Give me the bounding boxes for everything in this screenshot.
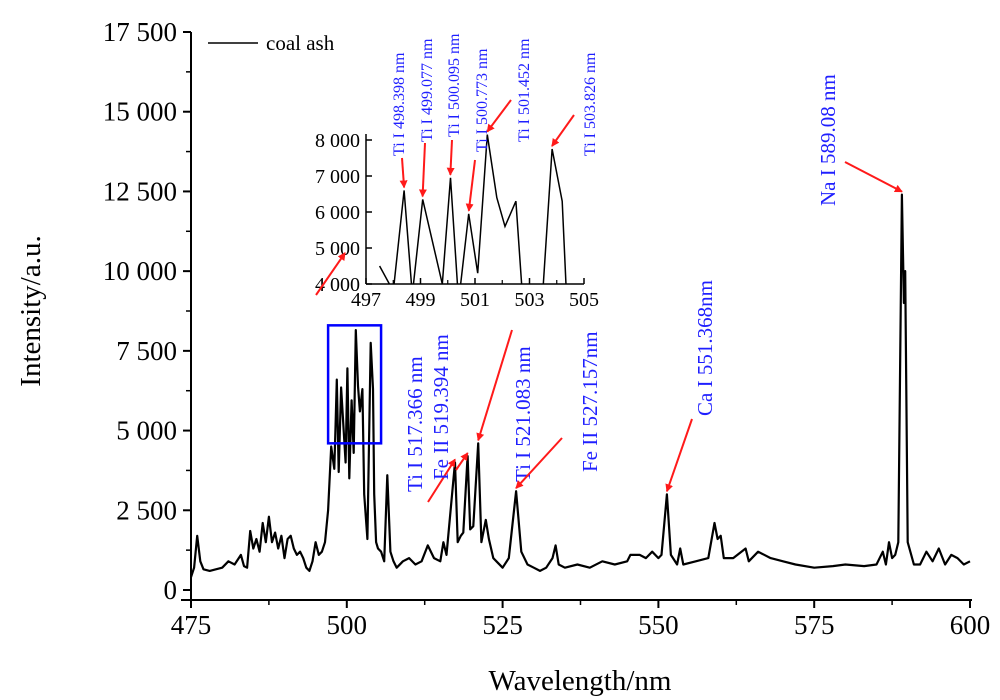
legend-label: coal ash (266, 31, 335, 55)
inset-x-tick-label: 501 (460, 289, 490, 311)
zoom-region-box (326, 324, 383, 445)
peak-label: Na I 589.08 nm (816, 74, 840, 206)
y-tick-label: 0 (164, 575, 178, 605)
annotation-arrow (515, 437, 563, 489)
inset-y-tick-label: 6 000 (315, 202, 360, 224)
inset-y-tick-label: 8 000 (315, 130, 360, 152)
y-axis-label: Intensity/a.u. (15, 235, 47, 386)
y-tick-label: 17 500 (103, 17, 177, 47)
inset-x-tick-label: 497 (351, 289, 381, 311)
inset-peak-label: Ti I 503.826 nm (582, 52, 599, 156)
annotation-arrow (665, 418, 693, 493)
inset-x-tick-label: 499 (406, 289, 436, 311)
annotation-arrow (455, 452, 469, 471)
spectrum-line (189, 193, 971, 578)
y-tick-label: 5 000 (116, 416, 177, 446)
inset-peak-label: Ti I 499.077 nm (419, 38, 436, 142)
y-tick-label: 2 500 (116, 495, 177, 525)
annotation-arrow (427, 458, 456, 503)
inset-peak-label: Ti I 500.773 nm (474, 48, 491, 152)
x-tick-label: 525 (482, 610, 523, 640)
legend: coal ash (208, 31, 335, 55)
peak-label: Ca I 551.368nm (693, 280, 717, 416)
inset-y-tick-label: 5 000 (315, 238, 360, 260)
inset-x-tick-label: 505 (569, 289, 599, 311)
annotation-arrow (418, 142, 427, 198)
main-axes: 475 500 525 550 575 600 0 2 500 5 000 7 500 10 000… (103, 17, 991, 640)
inset-peak-label: Ti I 501.452 nm (516, 38, 533, 142)
x-tick-label: 550 (638, 610, 679, 640)
peak-label: Fe II 519.394 nm (429, 334, 453, 480)
x-tick-label: 500 (327, 610, 368, 640)
inset-x-tick-label: 503 (515, 289, 545, 311)
inset-peak-label: Ti I 500.095 nm (446, 33, 463, 137)
y-tick-label: 10 000 (103, 256, 177, 286)
annotation-arrow (399, 157, 408, 189)
y-tick-label: 12 500 (103, 176, 177, 206)
inset-spectrum-line (378, 134, 567, 284)
inset-peak-label: Ti I 498.398 nm (391, 52, 408, 156)
y-tick-label: 15 000 (103, 97, 177, 127)
peak-annotations: Ti I 517.366 nm Fe II 519.394 nm Ti I 521.… (315, 33, 903, 503)
x-tick-label: 575 (794, 610, 835, 640)
annotation-arrow (465, 159, 476, 212)
y-tick-label: 7 500 (116, 336, 177, 366)
annotation-arrow (551, 114, 575, 147)
inset-y-tick-label: 7 000 (315, 166, 360, 188)
x-axis-label: Wavelength/nm (489, 665, 672, 697)
peak-label: Fe II 527.157nm (578, 331, 602, 472)
annotation-arrow (446, 139, 455, 176)
annotation-arrow (486, 99, 512, 133)
annotation-arrow (476, 329, 513, 442)
x-tick-label: 600 (950, 610, 991, 640)
peak-label: Ti I 521.083 nm (511, 346, 535, 482)
annotation-arrow (844, 161, 903, 193)
annotation-arrow (315, 252, 346, 296)
peak-label: Ti I 517.366 nm (403, 356, 427, 492)
x-tick-label: 475 (171, 610, 212, 640)
